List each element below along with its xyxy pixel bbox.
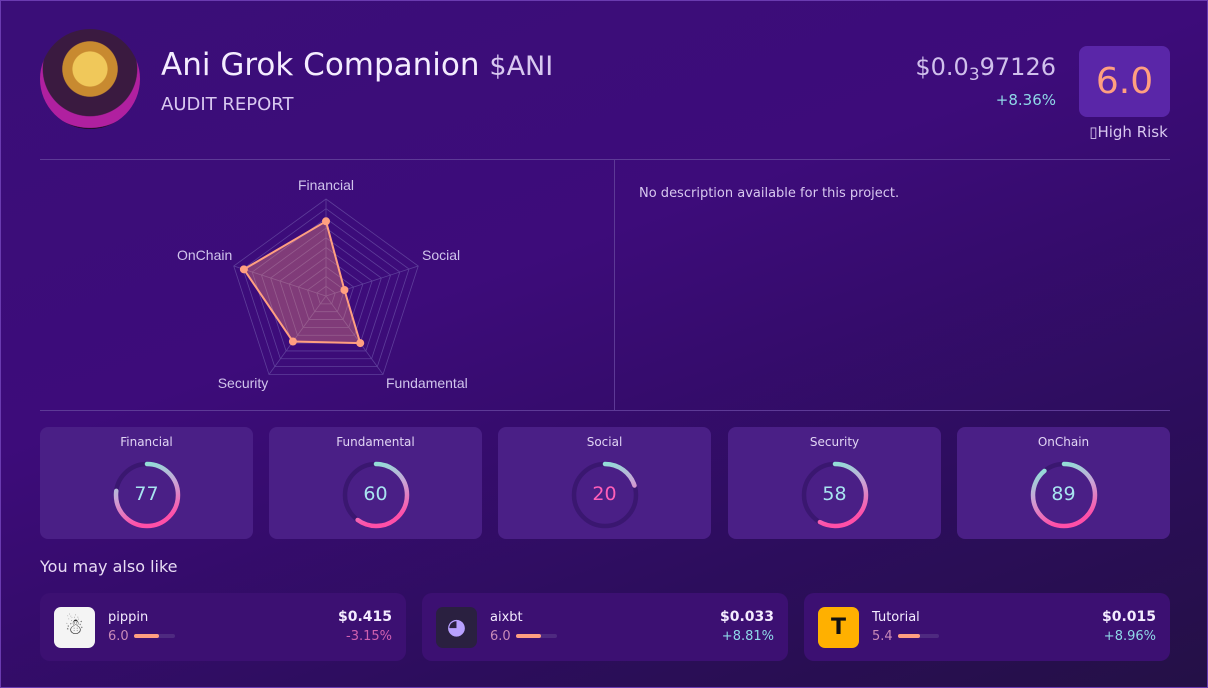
token-name: pippin — [108, 610, 149, 625]
divider — [614, 160, 615, 410]
token-price: $0.0397126 — [915, 53, 1056, 85]
score-card-label: Fundamental — [336, 435, 415, 449]
score-bar — [134, 634, 175, 638]
project-description: No description available for this projec… — [639, 186, 900, 201]
score-bar-fill — [516, 634, 541, 638]
radar-grid-ring — [297, 266, 355, 320]
project-name: Ani Grok Companion — [161, 47, 480, 83]
divider — [40, 410, 1170, 411]
score-gauge — [571, 461, 639, 529]
recommendation-card[interactable]: ◕ aixbt 6.0 $0.033 +8.81% — [422, 593, 788, 661]
recommendation-card[interactable]: T Tutorial 5.4 $0.015 +8.96% — [804, 593, 1170, 661]
gauge-arc — [801, 461, 869, 529]
radar-point — [340, 286, 349, 295]
overall-score: 6.0 — [1079, 46, 1170, 117]
score-value: 60 — [363, 483, 388, 505]
token-change: +8.81% — [721, 629, 774, 644]
token-price: $0.033 — [719, 609, 774, 625]
radar-point — [322, 217, 330, 226]
radar-axis-line — [325, 295, 384, 375]
price-zero-count: 3 — [968, 65, 980, 85]
radar-grid-ring — [251, 217, 401, 360]
token-score: 6.0 — [490, 629, 511, 644]
score-value: 77 — [134, 483, 159, 505]
token-name: aixbt — [490, 610, 523, 625]
risk-label: ▯High Risk — [1089, 123, 1168, 141]
score-card-label: OnChain — [1037, 435, 1090, 449]
radar-grid-ring — [288, 256, 364, 328]
score-value: 89 — [1051, 483, 1076, 505]
token-price: $0.415 — [337, 609, 392, 625]
project-title: Ani Grok Companion $ANI — [161, 47, 553, 83]
project-symbol: $ANI — [489, 51, 554, 82]
radar-axis-label: OnChain — [177, 247, 232, 263]
score-card-label: Financial — [120, 435, 173, 449]
price-prefix: $0.0 — [915, 53, 969, 81]
score-value: 58 — [822, 483, 847, 505]
score-card-label: Security — [809, 435, 860, 449]
recommendation-card[interactable]: ☃ pippin 6.0 $0.415 -3.15% — [40, 593, 406, 661]
score-card-financial: Financial 77 — [40, 427, 253, 539]
radar-grid-ring — [279, 247, 373, 336]
score-card-fundamental: Fundamental 60 — [269, 427, 482, 539]
gauge-arc — [342, 461, 410, 529]
score-gauge — [801, 461, 869, 529]
radar-chart: Financial Social Fundamental Security OnChai… — [177, 177, 468, 391]
token-logo: T — [818, 607, 859, 648]
radar-axis-line — [233, 265, 327, 297]
price-change: +8.36% — [995, 91, 1056, 109]
gauge-arc — [113, 461, 181, 529]
score-card-label: Social — [586, 435, 623, 449]
radar-grid-ring — [242, 208, 410, 368]
radar-point — [239, 265, 248, 274]
radar-axis-label: Fundamental — [386, 375, 468, 391]
radar-point — [356, 339, 365, 348]
radar-grid-ring — [260, 227, 392, 352]
divider — [40, 159, 1170, 160]
score-bar-fill — [134, 634, 159, 638]
radar-axis-label: Financial — [298, 177, 354, 193]
token-score: 6.0 — [108, 629, 129, 644]
radar-axis-label: Security — [218, 375, 269, 391]
radar-grid-ring — [316, 285, 336, 305]
score-card-security: Security 58 — [728, 427, 941, 539]
radar-point — [288, 337, 297, 346]
gauge-arc — [571, 461, 639, 529]
token-change: -3.15% — [346, 629, 392, 644]
price-digits: 97126 — [979, 53, 1056, 81]
token-logo: ☃ — [54, 607, 95, 648]
radar-area — [242, 220, 362, 345]
score-gauge — [113, 461, 181, 529]
page-subtitle: AUDIT REPORT — [161, 94, 294, 115]
score-gauge — [1030, 461, 1098, 529]
token-score: 5.4 — [872, 629, 893, 644]
score-value: 20 — [592, 483, 617, 505]
project-avatar — [40, 29, 140, 129]
score-card-onchain: OnChain 89 — [957, 427, 1170, 539]
gauge-arc — [1030, 461, 1098, 529]
token-logo: ◕ — [436, 607, 477, 648]
recommendations-title: You may also like — [40, 557, 178, 576]
radar-axis-line — [268, 295, 327, 375]
score-gauge — [342, 461, 410, 529]
score-bar — [898, 634, 939, 638]
score-bar — [516, 634, 557, 638]
radar-grid-ring — [233, 198, 419, 375]
score-card-social: Social 20 — [498, 427, 711, 539]
score-bar-fill — [898, 634, 921, 638]
token-change: +8.96% — [1103, 629, 1156, 644]
radar-axis-label: Social — [422, 247, 460, 263]
token-name: Tutorial — [872, 610, 920, 625]
token-price: $0.015 — [1101, 609, 1156, 625]
